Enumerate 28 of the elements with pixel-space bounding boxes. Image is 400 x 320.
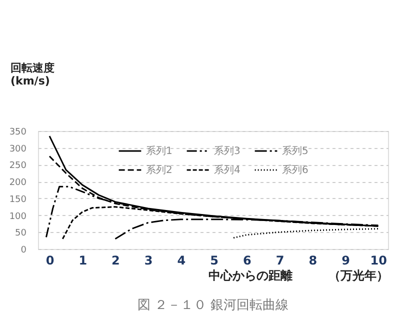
legend-label: 系列3 — [214, 145, 240, 157]
legend-label: 系列6 — [282, 164, 308, 176]
y-tick-label: 350 — [9, 128, 27, 138]
y-tick-label: 50 — [15, 228, 27, 239]
x-tick-label: 10 — [370, 254, 387, 268]
y-tick-label: 0 — [20, 246, 27, 256]
x-tick-label: 2 — [112, 254, 120, 268]
y-tick-label: 200 — [9, 178, 27, 188]
y-axis-title: 回転速度 (km/s) — [10, 62, 54, 88]
x-tick-label: 7 — [276, 254, 284, 268]
legend-label: 系列2 — [146, 164, 172, 176]
x-tick-label: 6 — [243, 254, 252, 268]
x-tick-label: 1 — [78, 254, 88, 268]
x-tick-label: 3 — [144, 254, 153, 268]
legend-label: 系列5 — [282, 145, 308, 157]
y-tick-label: 250 — [9, 161, 27, 172]
y-tick-label: 300 — [9, 144, 27, 154]
x-tick-label: 5 — [210, 254, 218, 268]
x-axis-title: 中心からの距離 （万光年） — [208, 268, 388, 282]
x-tick-label: 8 — [308, 254, 318, 268]
legend-label: 系列1 — [146, 145, 172, 157]
caption: 図 ２－１０ 銀河回転曲線 — [137, 298, 289, 313]
y-tick-label: 100 — [9, 212, 27, 222]
y-tick-label: 150 — [9, 194, 27, 205]
x-tick-label: 4 — [177, 254, 186, 268]
x-tick-label: 9 — [342, 254, 350, 268]
legend-label: 系列4 — [214, 164, 240, 176]
x-tick-label: 0 — [46, 254, 54, 268]
